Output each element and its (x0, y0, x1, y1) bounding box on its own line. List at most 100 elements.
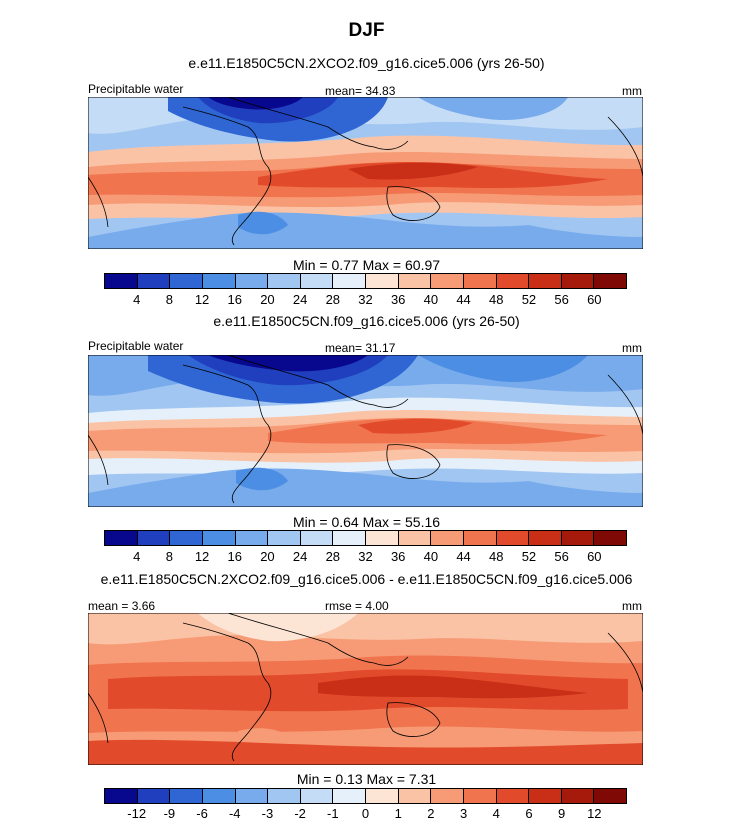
panel3-colorbar (104, 788, 627, 804)
panel2-colorbar-tick-label: 36 (390, 549, 406, 564)
panel3-colorbar-swatch (561, 789, 595, 803)
panel1-colorbar-swatch (170, 274, 203, 288)
panel2-colorbar-swatch (463, 531, 497, 545)
panel1-min-value: 0.77 (331, 257, 359, 273)
panel3-warm-pool (318, 675, 588, 699)
panel3-colorbar-swatch (105, 789, 138, 803)
panel1-coast-australia (386, 186, 441, 221)
panel1-colorbar-swatch (561, 274, 595, 288)
panel3-colorbar-swatch (300, 789, 334, 803)
panel3-coast-asia (227, 613, 409, 666)
panel2-colorbar-tick-label: 8 (165, 549, 173, 564)
panel1-colorbar-swatch (333, 274, 366, 288)
panel1-colorbar-swatch (398, 274, 432, 288)
panel3-colorbar-tick-label: 6 (525, 806, 533, 821)
panel1-s-africa-dry (238, 211, 288, 235)
panel1-colorbar-tick-label: 32 (358, 292, 373, 307)
panel3-colorbar-swatch (333, 789, 366, 803)
panel2-colorbar-swatch (170, 531, 203, 545)
panel2-colorbar-tick-label: 60 (587, 549, 602, 564)
panel1-colorbar-swatch (529, 274, 562, 288)
panel2-colorbar-tick-label: 4 (133, 549, 141, 564)
panel2-colorbar-swatch (398, 531, 432, 545)
panel2-coast-asia (227, 355, 409, 408)
panel1-colorbar-tick-label: 52 (521, 292, 537, 307)
panel3-colorbar-swatch (235, 789, 269, 803)
panel2-case-title: e.e11.E1850C5CN.f09_g16.cice5.006 (yrs 2… (213, 313, 520, 329)
panel2-max-value: 55.16 (405, 514, 441, 530)
panel2-coast-s-america (88, 434, 109, 486)
panel2-npac-dry (418, 355, 588, 382)
panel3-colorbar-swatch (496, 789, 530, 803)
panel1-coast-s-america (88, 176, 109, 228)
panel2-colorbar-swatch (137, 531, 171, 545)
panel1-colorbar-swatch (431, 274, 464, 288)
panel1-colorbar-swatch (137, 274, 171, 288)
panel1-colorbar-ticks: 4 8 12 16 20 24 28 32 36 40 44 48 52 56 60 (104, 292, 627, 308)
panel3-coast-australia (386, 702, 441, 737)
season-title: DJF (348, 20, 385, 41)
panel1-colorbar-tick-label: 44 (456, 292, 471, 307)
panel1-coast-asia (227, 97, 409, 150)
panel2-min-label: Min = (292, 514, 328, 530)
panel1-colorbar-tick-label: 12 (194, 292, 210, 307)
panel1-colorbar-tick-label: 4 (133, 292, 141, 307)
panel2-colorbar-tick-label: 12 (194, 549, 210, 564)
panel3-max-label: Max = (366, 771, 406, 787)
panel2-colorbar-swatch (300, 531, 334, 545)
panel3-colorbar-swatch (529, 789, 562, 803)
panel2-colorbar-tick-label: 28 (325, 549, 341, 564)
panel3-colorbar-tick-label: 3 (459, 806, 468, 821)
panel3-colorbar-tick-label: -3 (261, 806, 274, 821)
panel2-min-value: 0.64 (331, 514, 359, 530)
panel3-units-label: mm (622, 599, 642, 613)
panel1-colorbar-tick-label: 60 (587, 292, 602, 307)
panel3-rmse-label: rmse = 4.00 (325, 599, 389, 613)
panel2-colorbar-swatch (594, 531, 626, 545)
panel2-colorbar-tick-label: 56 (554, 549, 569, 564)
panel3-colorbar-swatch (202, 789, 236, 803)
panel1-colorbar-tick-label: 24 (292, 292, 308, 307)
panel3-coast-s-america (88, 692, 109, 744)
panel1-colorbar-tick-label: 8 (165, 292, 173, 307)
panel2-tibet-core (208, 355, 368, 372)
panel2-warm-pool-core (358, 418, 473, 434)
panel2-colorbar-swatch (496, 531, 530, 545)
panel2-colorbar-swatch (561, 531, 595, 545)
panel2-colorbar-swatch (366, 531, 399, 545)
panel3-minmax: Min = 0.13 Max = 7.31 (0, 771, 733, 787)
panel1-minmax: Min = 0.77 Max = 60.97 (0, 257, 733, 273)
panel1-npac-dry (418, 97, 568, 121)
panel1-colorbar-tick-label: 56 (554, 292, 569, 307)
panel2-colorbar-tick-label: 44 (456, 549, 471, 564)
panel3-map (88, 613, 643, 765)
panel2-units-label: mm (622, 341, 642, 355)
panel1-coastlines (88, 97, 643, 246)
panel1-warm-pool-core (348, 162, 478, 180)
panel1-units-label: mm (622, 84, 642, 98)
panel2-colorbar-tick-label: 24 (292, 549, 308, 564)
panel1-colorbar-tick-label: 16 (227, 292, 242, 307)
panel2-minmax: Min = 0.64 Max = 55.16 (0, 514, 733, 530)
panel1-colorbar-swatch (496, 274, 530, 288)
panel3-asia-small (198, 613, 358, 642)
panel3-colorbar-tick-label: 2 (427, 806, 435, 821)
panel1-colorbar-swatch (105, 274, 138, 288)
panel1-colorbar-swatch (300, 274, 334, 288)
panel3-colorbar-tick-label: 0 (361, 806, 370, 821)
panel1-tibet-core (208, 97, 303, 110)
panel1-colorbar-tick-label: 36 (390, 292, 406, 307)
panel2-colorbar-swatch (202, 531, 236, 545)
panel1-coast-africa (182, 106, 272, 246)
panel2-coast-africa (182, 364, 272, 504)
panel2-colorbar-ticks: 4 8 12 16 20 24 28 32 36 40 44 48 52 56 60 (104, 549, 627, 565)
panel2-colorbar-swatch (105, 531, 138, 545)
panel3-coast-africa (182, 622, 272, 762)
panel3-max-value: 7.31 (408, 771, 437, 787)
panel3-colorbar-tick-label: -2 (294, 806, 306, 821)
panel2-colorbar-swatch (235, 531, 269, 545)
panel1-colorbar-swatch (202, 274, 236, 288)
panel3-coast-americas (607, 632, 643, 694)
panel3-colorbar-tick-label: -1 (327, 806, 339, 821)
panel3-case-title: e.e11.E1850C5CN.2XCO2.f09_g16.cice5.006 … (100, 571, 633, 587)
